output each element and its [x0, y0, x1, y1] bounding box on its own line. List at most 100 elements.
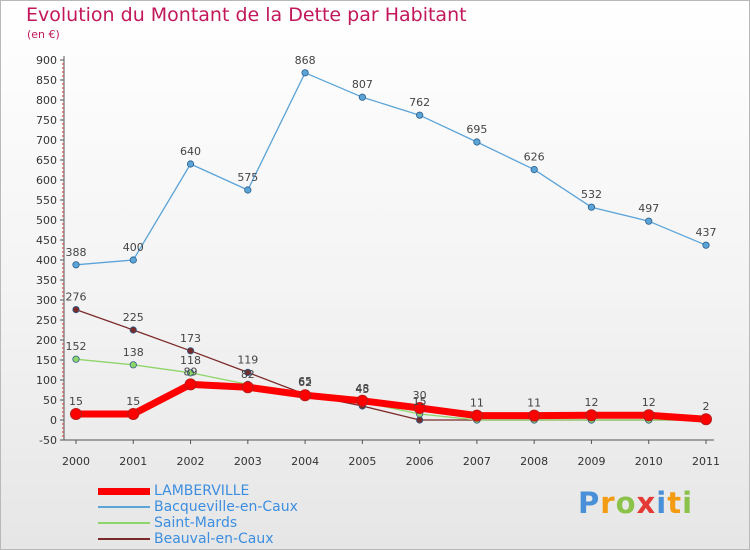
y-tick-label: 750	[36, 114, 57, 127]
data-point	[528, 409, 541, 422]
data-labels: 15 15 89 82 62 48 30 11 11 12 12 2 388 400 640 575 868 80…	[66, 54, 717, 413]
y-tick-label: 200	[36, 334, 57, 347]
data-label: 12	[584, 396, 598, 409]
legend-swatch	[98, 522, 150, 524]
proxiti-logo: Proxiti	[578, 486, 693, 520]
legend-label: Saint-Mards	[154, 515, 238, 531]
data-point	[645, 217, 653, 225]
y-tick-label: 550	[36, 194, 57, 207]
data-point	[299, 389, 312, 402]
data-label: 2	[703, 400, 710, 413]
x-tick-label: 2008	[520, 455, 548, 468]
series-line-Bacqueville-en-Caux	[75, 72, 707, 266]
axes: -50 0 50 100 150 200 250 300 350 400 450 500 550 600 6…	[36, 54, 720, 468]
data-label: 695	[466, 123, 487, 136]
data-label: 388	[66, 246, 87, 259]
data-point	[129, 326, 137, 334]
chart-title: Evolution du Montant de la Dette par Hab…	[26, 4, 467, 26]
logo-letter: r	[600, 486, 616, 520]
data-label: 276	[66, 291, 87, 304]
legend-swatch	[98, 506, 150, 508]
data-point	[702, 241, 710, 249]
x-tick-label: 2000	[62, 455, 90, 468]
series-points	[70, 69, 712, 426]
data-point	[416, 111, 424, 119]
x-tick-label: 2010	[635, 455, 663, 468]
data-label: 626	[524, 151, 545, 164]
y-tick-label: 350	[36, 274, 57, 287]
data-label: 575	[237, 171, 258, 184]
x-tick-label: 2009	[577, 455, 605, 468]
data-point	[416, 416, 424, 424]
data-label: 62	[298, 376, 312, 389]
data-label: 45	[355, 383, 369, 396]
data-point	[244, 368, 252, 376]
y-tick-label: 250	[36, 314, 57, 327]
x-tick-label: 2003	[234, 455, 262, 468]
logo-letter: P	[578, 486, 601, 520]
y-tick-label: 900	[36, 54, 57, 67]
data-label: 152	[66, 340, 87, 353]
data-point	[184, 378, 197, 391]
legend-label: Beauval-en-Caux	[154, 531, 274, 547]
y-tick-label: 650	[36, 154, 57, 167]
data-label: 11	[470, 397, 484, 410]
data-point	[186, 369, 195, 377]
data-point	[301, 69, 309, 77]
data-label: 89	[184, 365, 198, 378]
series-line-LAMBERVILLE	[76, 380, 707, 423]
data-point	[186, 160, 195, 168]
data-point	[413, 402, 426, 414]
data-label: 65	[298, 375, 312, 388]
data-point	[127, 408, 140, 420]
data-label: 532	[581, 188, 602, 201]
data-label: 15	[413, 395, 427, 408]
data-label: 437	[696, 226, 717, 239]
y-tick-label: 400	[36, 254, 57, 267]
data-label: 12	[642, 396, 656, 409]
logo-letter: o	[615, 486, 637, 520]
data-label: 225	[123, 311, 144, 324]
y-tick-label: 850	[36, 74, 57, 87]
y-tick-label: 450	[36, 234, 57, 247]
x-tick-label: 2002	[177, 455, 205, 468]
x-tick-label: 2011	[692, 455, 720, 468]
y-tick-label: 150	[36, 354, 57, 367]
y-tick-label: 100	[36, 374, 57, 387]
data-point	[186, 347, 195, 355]
y-tick-label: 300	[36, 294, 57, 307]
logo-letter: i	[656, 486, 668, 520]
data-label: 82	[241, 368, 255, 381]
data-point	[473, 138, 481, 146]
data-label: 48	[355, 382, 369, 395]
data-label: 762	[409, 96, 430, 109]
data-point	[129, 361, 137, 369]
y-tick-label: -50	[39, 434, 57, 447]
series-lines	[75, 72, 707, 423]
logo-letter: t	[667, 486, 683, 520]
data-point	[72, 261, 80, 269]
y-tick-label: 0	[50, 414, 57, 427]
data-label: 400	[123, 241, 144, 254]
x-tick-label: 2007	[463, 455, 491, 468]
data-label: 138	[123, 346, 144, 359]
data-label: 30	[413, 389, 427, 402]
data-point	[244, 186, 252, 194]
data-label: 173	[180, 332, 201, 345]
logo-letter: i	[682, 486, 694, 520]
legend-swatch	[98, 487, 150, 495]
y-tick-label: 700	[36, 134, 57, 147]
data-point	[700, 413, 712, 426]
legend-label: LAMBERVILLE	[154, 483, 250, 499]
y-tick-label: 50	[43, 394, 57, 407]
x-tick-label: 2006	[406, 455, 434, 468]
data-point	[585, 409, 598, 422]
data-point	[241, 381, 254, 394]
data-label: 640	[180, 145, 201, 158]
legend-swatch	[98, 538, 150, 540]
data-point	[129, 256, 137, 264]
y-tick-label: 600	[36, 174, 57, 187]
logo-letter: x	[636, 486, 657, 520]
data-point	[587, 203, 596, 211]
